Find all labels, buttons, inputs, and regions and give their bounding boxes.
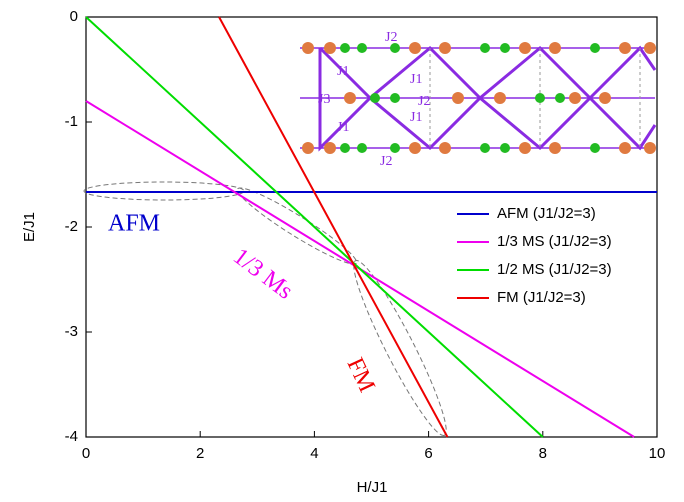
line-series [85,16,544,438]
annotation: FM [342,354,380,396]
legend-label: AFM (J1/J2=3) [497,205,596,222]
y-tick-label: 0 [70,8,78,25]
x-tick-label: 2 [196,445,204,462]
y-tick-label: -2 [65,218,78,235]
line-series [218,16,449,438]
inset-label: J2 [380,154,392,169]
legend-label: 1/2 MS (J1/J2=3) [497,261,612,278]
x-tick-label: 10 [649,445,666,462]
x-tick-label: 6 [424,445,432,462]
annotation: AFM [108,211,160,237]
y-tick-label: -3 [65,323,78,340]
x-tick-label: 8 [539,445,547,462]
y-axis-label: E/J1 [21,212,38,242]
inset-label: J3 [318,92,330,107]
x-axis-label: H/J1 [357,479,388,496]
inset-label: J1 [337,64,349,79]
inset-label: J1 [410,72,422,87]
x-tick-label: 0 [82,445,90,462]
x-tick-label: 4 [310,445,318,462]
legend-label: 1/3 MS (J1/J2=3) [497,233,612,250]
y-tick-label: -1 [65,113,78,130]
inset-label: J2 [385,30,397,45]
inset-label: J1 [410,110,422,125]
inset [300,42,657,154]
legend-label: FM (J1/J2=3) [497,289,586,306]
inset-label: J2 [418,94,430,109]
inset-label: J1 [337,120,349,135]
ellipses [83,181,447,437]
annotation: 1/3 Ms [228,243,297,304]
y-tick-label: -4 [65,428,78,445]
